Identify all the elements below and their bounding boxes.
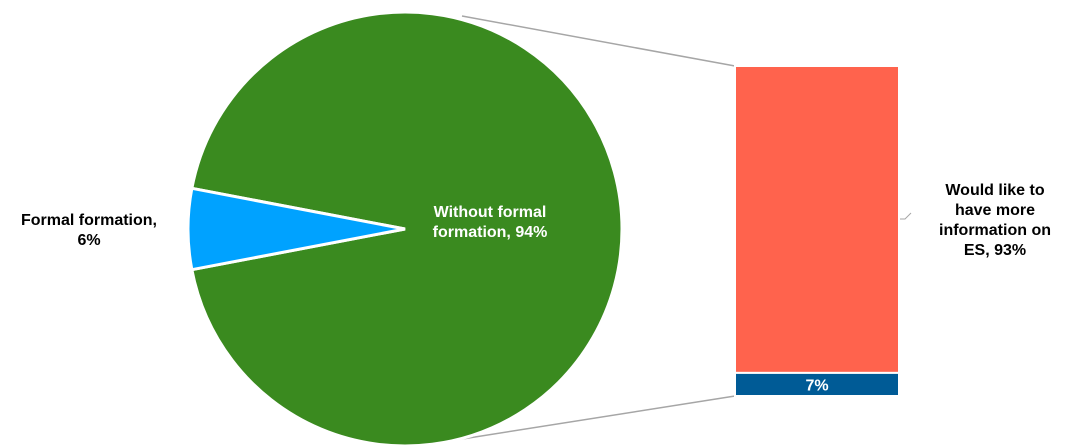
bar-label-remainder: 7%: [805, 377, 828, 394]
leader-line: [899, 213, 911, 219]
bar-label-remainder-line: 7%: [805, 377, 828, 394]
bar-label-would-like-to-have-more-information-on-es-line: information on: [939, 222, 1051, 239]
bar-segment-would-like-to-have-more-information-on-es: [735, 66, 899, 373]
pie-chart: [188, 12, 622, 446]
pie-label-formal-formation-line: Formal formation,: [21, 212, 157, 229]
bar-label-would-like-to-have-more-information-on-es: Would like to have more information on ES, …: [939, 182, 1051, 259]
stacked-bar: [735, 66, 899, 396]
pie-label-without-formal-formation-line: formation, 94%: [433, 224, 548, 241]
bar-label-would-like-to-have-more-information-on-es-line: have more: [955, 202, 1035, 219]
pie-label-formal-formation-line: 6%: [77, 232, 100, 249]
pie-label-formal-formation: Formal formation, 6%: [21, 212, 157, 249]
bar-label-would-like-to-have-more-information-on-es-line: Would like to: [945, 182, 1044, 199]
bar-label-would-like-to-have-more-information-on-es-line: ES, 93%: [964, 242, 1026, 259]
pie-label-without-formal-formation-line: Without formal: [434, 204, 547, 221]
